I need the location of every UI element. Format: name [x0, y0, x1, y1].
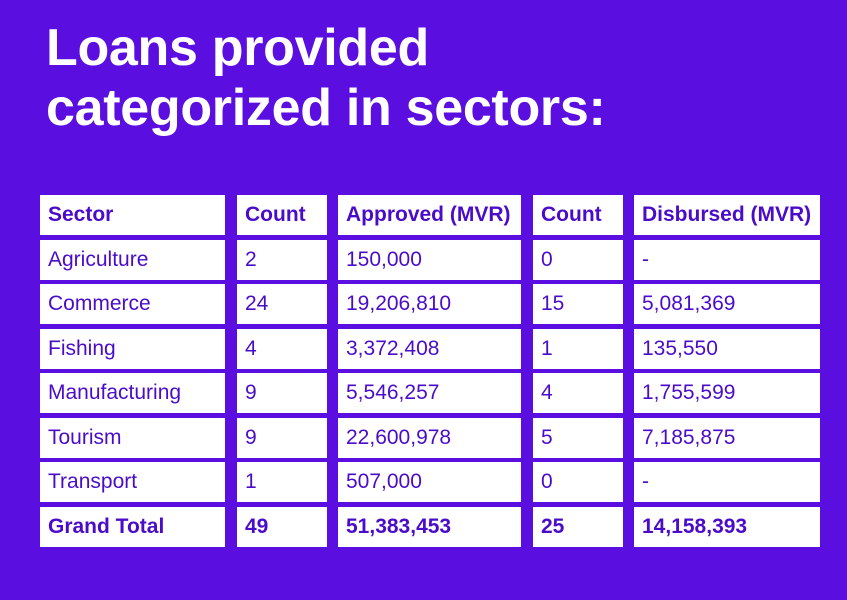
- table-cell-count-disbursed: 1: [533, 329, 623, 369]
- table-cell-sector: Fishing: [40, 329, 225, 369]
- table-cell-disbursed-mvr: -: [634, 462, 820, 502]
- table-cell-approved-mvr: 150,000: [338, 240, 521, 280]
- title-line-1: Loans provided: [46, 19, 429, 77]
- header-cell-approved-mvr: Approved (MVR): [338, 195, 521, 235]
- table-cell-sector: Tourism: [40, 418, 225, 458]
- table-cell-count-approved: 2: [237, 240, 327, 280]
- total-cell-count-disbursed: 25: [533, 507, 623, 547]
- header-cell-count-disbursed: Count: [533, 195, 623, 235]
- table-cell-disbursed-mvr: 1,755,599: [634, 373, 820, 413]
- header-cell-count-approved: Count: [237, 195, 327, 235]
- table-cell-count-approved: 9: [237, 373, 327, 413]
- page-title: Loans provided categorized in sectors:: [46, 18, 606, 138]
- table-cell-disbursed-mvr: 135,550: [634, 329, 820, 369]
- total-cell-approved-mvr: 51,383,453: [338, 507, 521, 547]
- table-cell-approved-mvr: 5,546,257: [338, 373, 521, 413]
- table-cell-count-approved: 1: [237, 462, 327, 502]
- table-cell-disbursed-mvr: 5,081,369: [634, 284, 820, 324]
- table-cell-sector: Agriculture: [40, 240, 225, 280]
- table-cell-approved-mvr: 507,000: [338, 462, 521, 502]
- table-cell-disbursed-mvr: -: [634, 240, 820, 280]
- table-cell-count-approved: 4: [237, 329, 327, 369]
- table-cell-approved-mvr: 3,372,408: [338, 329, 521, 369]
- total-cell-count-approved: 49: [237, 507, 327, 547]
- table-cell-count-disbursed: 15: [533, 284, 623, 324]
- total-cell-disbursed-mvr: 14,158,393: [634, 507, 820, 547]
- title-line-2: categorized in sectors:: [46, 79, 606, 137]
- table-cell-sector: Manufacturing: [40, 373, 225, 413]
- table-cell-sector: Commerce: [40, 284, 225, 324]
- table-cell-approved-mvr: 22,600,978: [338, 418, 521, 458]
- table-cell-approved-mvr: 19,206,810: [338, 284, 521, 324]
- total-cell-sector: Grand Total: [40, 507, 225, 547]
- table-cell-count-approved: 24: [237, 284, 327, 324]
- table-cell-count-approved: 9: [237, 418, 327, 458]
- table-cell-count-disbursed: 0: [533, 462, 623, 502]
- header-cell-sector: Sector: [40, 195, 225, 235]
- table-cell-count-disbursed: 0: [533, 240, 623, 280]
- header-cell-disbursed-mvr: Disbursed (MVR): [634, 195, 820, 235]
- table-cell-disbursed-mvr: 7,185,875: [634, 418, 820, 458]
- table-cell-count-disbursed: 5: [533, 418, 623, 458]
- table-cell-sector: Transport: [40, 462, 225, 502]
- table-cell-count-disbursed: 4: [533, 373, 623, 413]
